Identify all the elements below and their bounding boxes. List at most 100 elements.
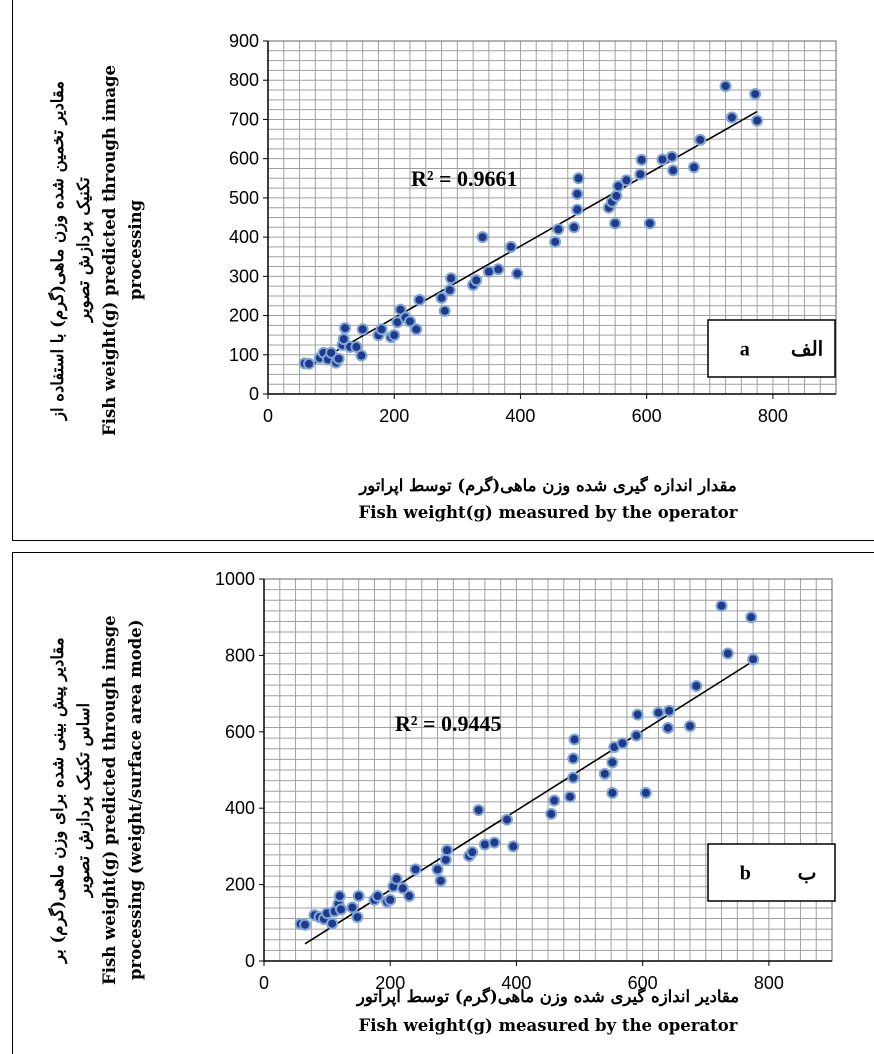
data-point: [472, 804, 485, 817]
data-point: [409, 863, 422, 876]
data-points: [298, 80, 764, 370]
x-tick-label: 200: [379, 406, 409, 426]
scatter-plot-b: 0 200 400 600 800 1000 0 200 400 600 800 R² = 0.944…: [215, 569, 836, 993]
data-point: [350, 340, 363, 353]
data-point: [334, 903, 347, 916]
data-point: [351, 911, 364, 924]
data-point: [384, 893, 397, 906]
y-axis-label-b: مقادیر پیش بینی شده برای وزن ماهی(گرم) ب…: [45, 575, 149, 1025]
data-point: [356, 323, 369, 336]
data-point: [663, 704, 676, 717]
data-point: [445, 272, 458, 285]
data-point: [661, 721, 674, 734]
data-point: [441, 844, 454, 857]
data-point: [511, 267, 524, 280]
data-point: [751, 114, 764, 127]
data-point: [326, 917, 339, 930]
y-tick-label: 600: [229, 149, 259, 169]
data-point: [652, 706, 665, 719]
data-point: [667, 164, 680, 177]
data-point: [656, 153, 669, 166]
data-point: [337, 333, 350, 346]
y-axis-label-fa-line1: مقادیر پیش بینی شده برای وزن ماهی(گرم) ب…: [48, 637, 67, 963]
data-point: [466, 846, 479, 859]
data-point: [749, 87, 762, 100]
scatter-plot-a: 0 100 200 300 400 500 600 700 800 900 0 200 400 600 80…: [229, 31, 837, 426]
x-axis-label-en: Fish weight(g) measured by the operator: [358, 503, 738, 522]
chart-panel-b: 0 200 400 600 800 1000 0 200 400 600 800 R² = 0.944…: [12, 552, 874, 1054]
data-point: [325, 346, 338, 359]
data-point: [747, 653, 760, 666]
data-point: [564, 790, 577, 803]
x-tick-label: 400: [505, 406, 535, 426]
y-tick-label: 900: [229, 31, 259, 51]
data-point: [639, 786, 652, 799]
x-axis-label-fa: مقدار اندازه گیری شده وزن ماهی(گرم) توسط…: [359, 476, 737, 495]
data-point: [434, 874, 447, 887]
data-point: [567, 752, 580, 765]
y-tick-label: 200: [229, 306, 259, 326]
y-tick-label: 1000: [215, 569, 255, 589]
data-point: [478, 838, 491, 851]
y-axis-label-en-line2: processing (weight/surface area mode): [126, 619, 145, 981]
x-axis-label-en: Fish weight(g) measured by the operator: [358, 1016, 738, 1035]
x-tick-label: 600: [628, 973, 658, 993]
y-tick-label: 600: [225, 722, 255, 742]
data-point: [435, 291, 448, 304]
x-tick-label: 800: [754, 973, 784, 993]
r-squared-label: R² = 0.9661: [411, 166, 518, 191]
data-point: [549, 235, 562, 248]
data-point: [568, 221, 581, 234]
data-point: [410, 323, 423, 336]
y-axis-label-fa-line2: اساس تکنیک پردازش تصویر: [74, 702, 93, 898]
data-point: [346, 901, 359, 914]
panel-tag-en: a: [740, 339, 750, 361]
x-tick-label: 0: [259, 973, 269, 993]
y-axis-label-fa-line1: مقادیر تخمین شده وزن ماهی(گرم) با استفاد…: [48, 80, 67, 420]
data-point: [404, 315, 416, 328]
y-tick-label: 400: [225, 798, 255, 818]
data-point: [500, 813, 513, 826]
data-point: [598, 767, 611, 780]
y-axis-label-a: مقادیر تخمین شده وزن ماهی(گرم) با استفاد…: [45, 30, 149, 470]
data-point: [396, 882, 409, 895]
r-squared-label: R² = 0.9445: [395, 711, 502, 736]
data-point: [567, 771, 580, 784]
data-point: [552, 223, 565, 236]
data-point: [333, 890, 346, 903]
y-tick-label: 0: [245, 951, 255, 971]
data-point: [413, 293, 426, 306]
x-axis-labels-b: مقادیر اندازه گیری شده وزن ماهی(گرم) توس…: [273, 987, 823, 1035]
data-point: [375, 323, 388, 336]
data-point: [303, 357, 316, 370]
data-point: [635, 153, 648, 166]
x-axis-label-a: مقدار اندازه گیری شده وزن ماهی(گرم) توسط…: [273, 476, 823, 522]
data-point: [609, 217, 622, 230]
data-point: [488, 836, 501, 849]
data-point: [745, 611, 758, 624]
data-point: [606, 756, 619, 769]
panel-tag-fa: الف: [791, 339, 823, 361]
data-point: [568, 733, 581, 746]
y-tick-label: 100: [229, 345, 259, 365]
trendline: [311, 110, 758, 366]
data-point: [571, 203, 584, 216]
data-point: [631, 708, 644, 721]
data-point: [572, 172, 585, 185]
data-point: [725, 111, 738, 124]
x-axis-label-fa: مقادیر اندازه گیری شده وزن ماهی(گرم) توس…: [356, 987, 740, 1006]
x-tick-label: 0: [263, 406, 273, 426]
data-point: [403, 890, 416, 903]
data-point: [548, 794, 561, 807]
data-point: [388, 329, 401, 342]
data-point: [690, 679, 703, 692]
panel-tag-en: b: [740, 863, 751, 885]
data-point: [492, 263, 505, 276]
panel-tag-box: [707, 319, 836, 378]
data-point: [431, 863, 444, 876]
y-axis-label-fa-line2: تکنیک پردازش تصویر: [74, 177, 93, 323]
y-tick-label: 700: [229, 109, 259, 129]
data-point: [688, 161, 700, 174]
data-point: [507, 840, 520, 853]
data-point: [482, 265, 495, 278]
